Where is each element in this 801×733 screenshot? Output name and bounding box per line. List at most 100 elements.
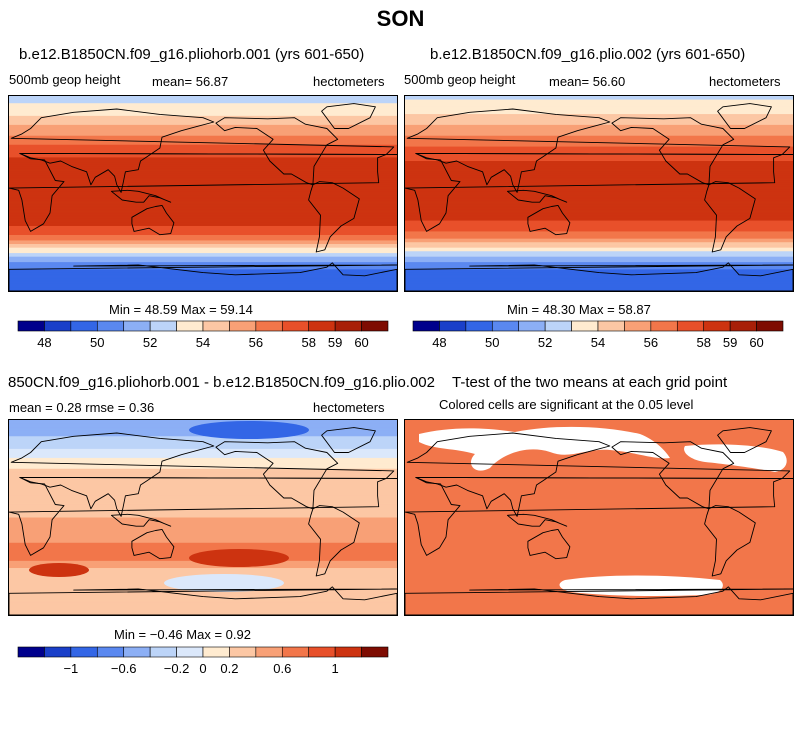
coastline	[110, 513, 172, 527]
colorbar-tick-label: 48	[37, 335, 51, 350]
field-band	[405, 162, 793, 166]
field-band	[405, 159, 793, 162]
panel1-minmax: Min = 48.59 Max = 59.14	[109, 302, 253, 317]
field-band	[405, 130, 793, 133]
colorbar-swatch	[571, 320, 599, 332]
colorbar-swatch	[17, 646, 45, 658]
field-band	[9, 198, 397, 202]
colorbar-tick-label: 59	[328, 335, 342, 350]
field-band	[9, 263, 397, 267]
field-band	[9, 457, 397, 461]
field-band	[9, 542, 397, 545]
colorbar-tick-label: −0.2	[164, 661, 190, 676]
colorbar-swatch	[70, 320, 98, 332]
colorbar-tick-label: 50	[90, 335, 104, 350]
colorbar-swatch	[96, 646, 125, 658]
panel2-colorbar: 48 50 52 54 56 58 59 60	[412, 320, 784, 350]
field-band	[9, 97, 397, 101]
field-band	[9, 206, 397, 209]
coastline	[10, 432, 397, 517]
field-band	[405, 274, 793, 277]
field-band	[405, 137, 793, 140]
colorbar-swatch	[334, 320, 362, 332]
coastline	[405, 476, 783, 556]
colorbar-swatch	[308, 320, 336, 332]
field-band	[9, 130, 397, 133]
field-band	[405, 216, 793, 220]
field-band	[9, 211, 397, 214]
field-band	[405, 220, 793, 223]
colorbar-swatch	[70, 646, 98, 658]
field-band	[9, 191, 397, 194]
colorbar-swatch	[44, 646, 72, 658]
field-band	[405, 213, 793, 216]
field-band	[405, 272, 793, 276]
field-band	[405, 260, 793, 263]
colorbar-swatch	[756, 320, 784, 332]
field-band	[405, 224, 793, 227]
field-band	[9, 142, 397, 146]
colorbar-swatch	[334, 646, 362, 658]
field-band	[405, 267, 793, 270]
coastline	[406, 108, 793, 193]
colorbar-tick-label: 50	[485, 335, 499, 350]
field-band	[9, 488, 397, 491]
field-band	[9, 101, 397, 104]
panel3-title: 850CN.f09_g16.pliohorb.001 - b.e12.B1850…	[8, 374, 435, 391]
field-band	[9, 486, 397, 490]
field-band	[405, 222, 793, 225]
panel2-minmax: Min = 48.30 Max = 58.87	[507, 302, 651, 317]
coastline	[110, 189, 172, 203]
field-band	[405, 218, 793, 221]
colorbar-swatch	[255, 646, 283, 658]
field-band	[9, 470, 397, 473]
field-band	[405, 142, 793, 146]
coastline	[10, 108, 397, 193]
field-band	[405, 238, 793, 241]
field-band	[9, 202, 397, 205]
field-band	[9, 193, 397, 196]
colorbar-tick-label: 56	[644, 335, 658, 350]
field-band	[405, 108, 793, 111]
field-band	[405, 123, 793, 126]
field-band	[405, 115, 793, 119]
coastline	[405, 152, 783, 232]
field-band	[9, 260, 397, 263]
field-band	[9, 96, 397, 99]
colorbar-swatch	[176, 320, 204, 332]
colorbar-swatch	[229, 646, 257, 658]
season-title: SON	[376, 6, 425, 31]
colorbar-tick-label: −0.6	[111, 661, 137, 676]
field-band	[9, 526, 397, 529]
colorbar-tick-label: 52	[538, 335, 552, 350]
field-band	[405, 99, 793, 102]
field-band	[405, 200, 793, 203]
field-band	[405, 148, 793, 151]
field-band	[405, 173, 793, 176]
field-band	[405, 240, 793, 243]
field-band	[9, 544, 397, 547]
field-band	[405, 97, 793, 101]
field-band	[9, 289, 397, 291]
field-band	[9, 461, 397, 464]
field-band	[9, 564, 397, 567]
coastline	[611, 441, 735, 510]
field-band	[405, 186, 793, 189]
field-band	[9, 215, 397, 218]
field-band	[9, 596, 397, 600]
field-band	[405, 166, 793, 169]
field-band	[9, 114, 397, 117]
field-band	[405, 121, 793, 124]
field-band	[405, 157, 793, 160]
coastline	[527, 528, 571, 560]
field-band	[405, 146, 793, 149]
field-band	[9, 459, 397, 462]
field-band	[405, 135, 793, 138]
panel2-title: b.e12.B1850CN.f09_g16.plio.002 (yrs 601-…	[430, 46, 746, 63]
field-band	[9, 256, 397, 259]
colorbar-swatch	[361, 646, 389, 658]
field-band	[9, 242, 397, 245]
field-band	[9, 477, 397, 480]
coastline	[717, 103, 772, 129]
colorbar-swatch	[729, 320, 757, 332]
